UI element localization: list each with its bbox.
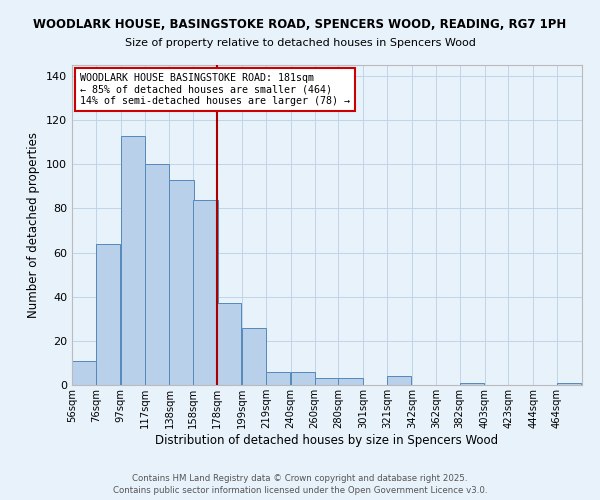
Bar xyxy=(193,200,218,385)
Bar xyxy=(460,383,484,385)
Bar xyxy=(242,328,266,385)
Text: WOODLARK HOUSE, BASINGSTOKE ROAD, SPENCERS WOOD, READING, RG7 1PH: WOODLARK HOUSE, BASINGSTOKE ROAD, SPENCE… xyxy=(34,18,566,30)
Bar xyxy=(96,244,120,385)
Y-axis label: Number of detached properties: Number of detached properties xyxy=(28,132,40,318)
Text: Contains HM Land Registry data © Crown copyright and database right 2025.
Contai: Contains HM Land Registry data © Crown c… xyxy=(113,474,487,495)
Bar xyxy=(387,376,412,385)
Bar xyxy=(266,372,290,385)
Bar xyxy=(291,372,315,385)
Bar xyxy=(72,360,97,385)
Bar xyxy=(121,136,145,385)
Bar xyxy=(557,383,581,385)
X-axis label: Distribution of detached houses by size in Spencers Wood: Distribution of detached houses by size … xyxy=(155,434,499,446)
Bar xyxy=(169,180,194,385)
Bar xyxy=(145,164,169,385)
Text: WOODLARK HOUSE BASINGSTOKE ROAD: 181sqm
← 85% of detached houses are smaller (46: WOODLARK HOUSE BASINGSTOKE ROAD: 181sqm … xyxy=(80,73,350,106)
Bar xyxy=(338,378,362,385)
Text: Size of property relative to detached houses in Spencers Wood: Size of property relative to detached ho… xyxy=(125,38,475,48)
Bar xyxy=(217,304,241,385)
Bar xyxy=(314,378,339,385)
